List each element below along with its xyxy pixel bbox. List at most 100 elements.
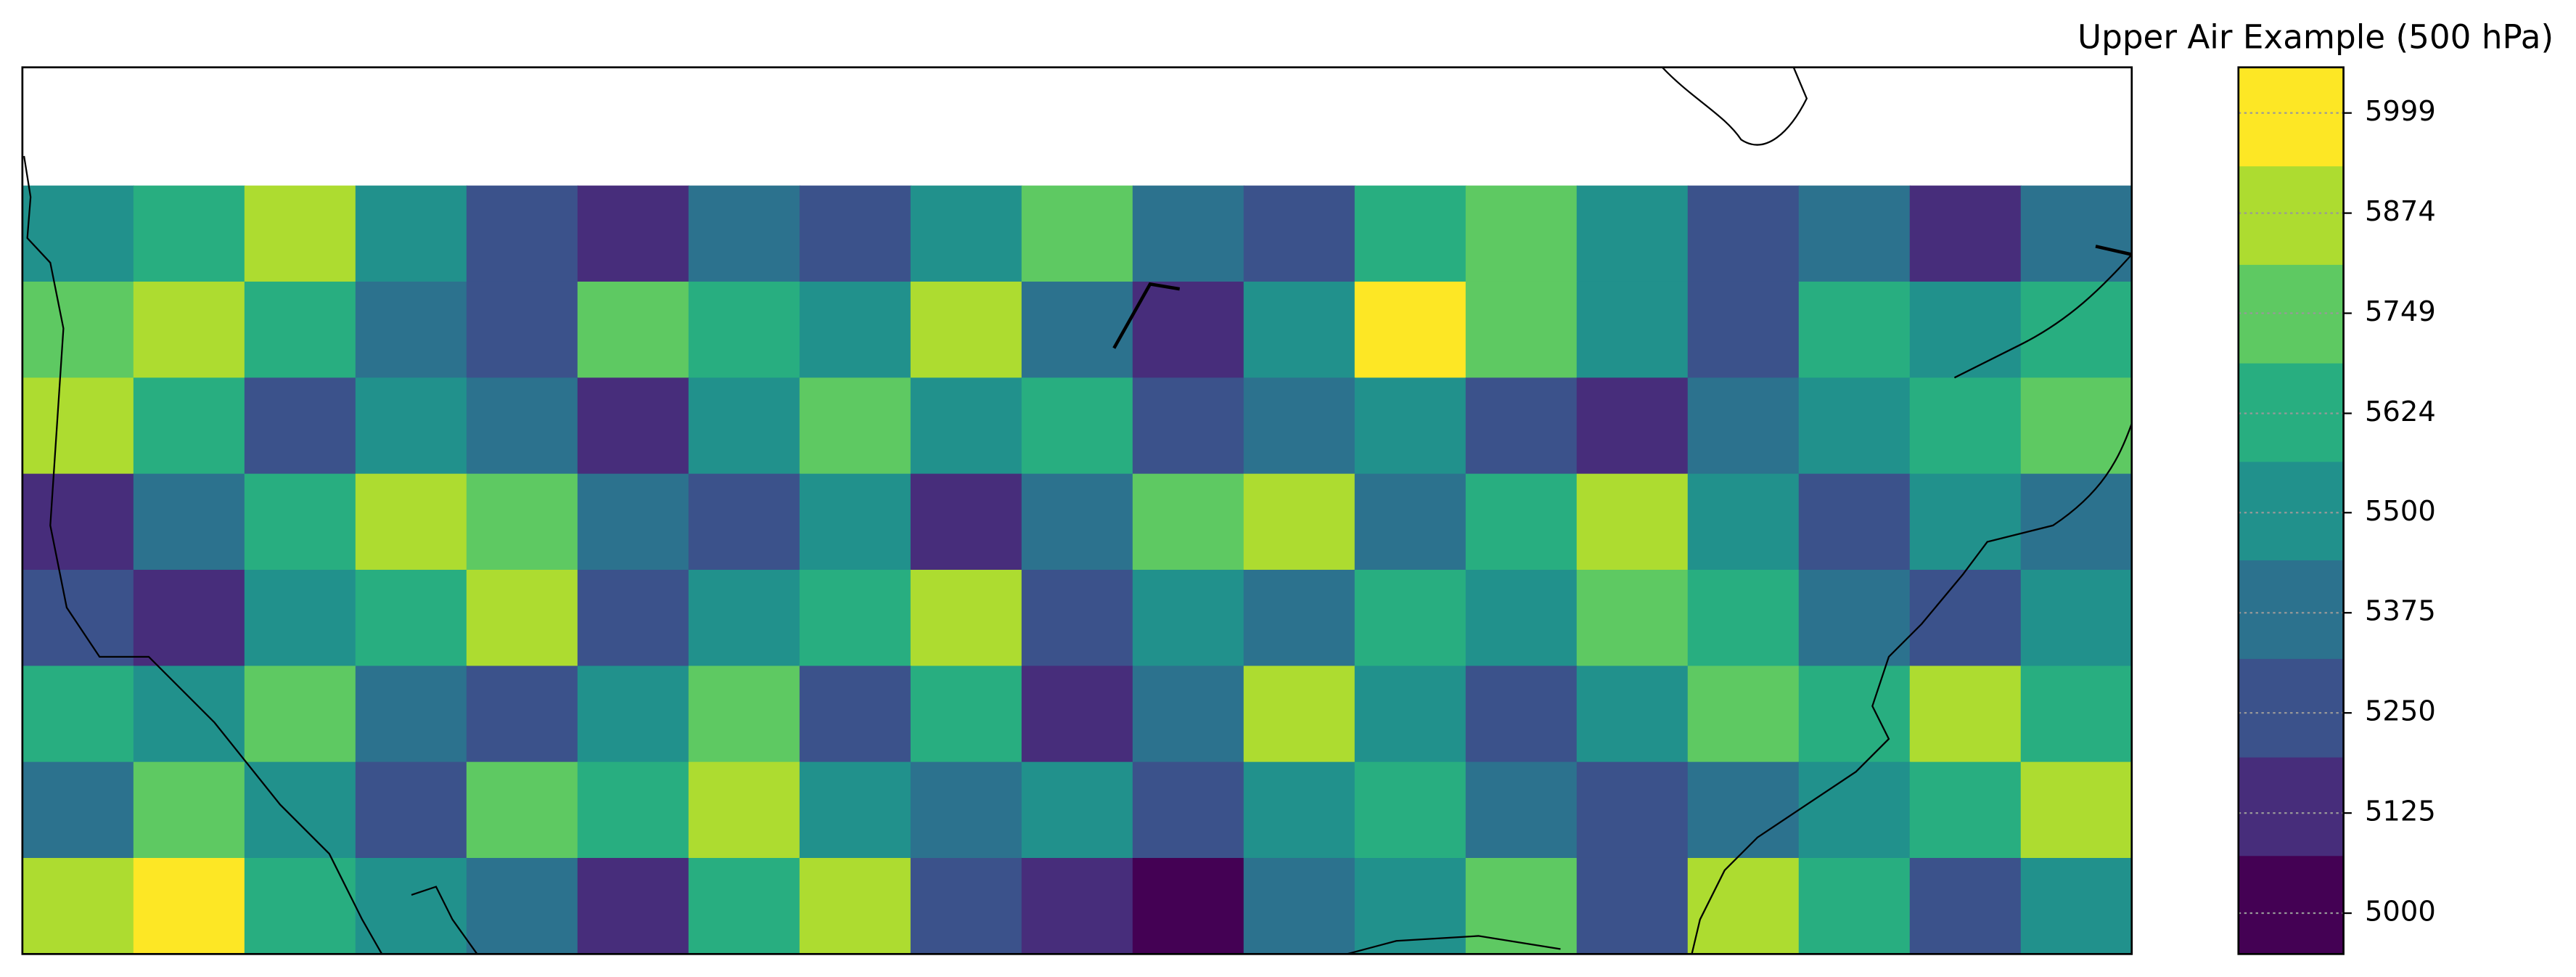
- colorbar-tick-label: 5250: [2365, 695, 2436, 728]
- contour-cell: [799, 281, 911, 379]
- contour-cell: [1687, 377, 1800, 475]
- contour-cell: [133, 666, 245, 763]
- contour-cell: [1687, 281, 1800, 379]
- contour-cell: [1465, 473, 1578, 571]
- colorbar-band: [2238, 756, 2344, 857]
- contour-cell: [244, 185, 356, 283]
- contour-cell: [1909, 281, 2022, 379]
- contour-cell: [688, 185, 800, 283]
- coastlines: [23, 66, 2133, 955]
- contour-cell: [910, 857, 1022, 955]
- contour-cell: [2020, 473, 2133, 571]
- contour-cell: [1576, 569, 1689, 667]
- contour-cell: [577, 857, 689, 955]
- contour-cell: [688, 857, 800, 955]
- colorbar-tick-label: 5874: [2365, 195, 2436, 228]
- chart-title: Upper Air Example (500 hPa): [2077, 17, 2554, 56]
- contour-cell: [1465, 377, 1578, 475]
- contour-cell: [1687, 473, 1800, 571]
- colorbar-band: [2238, 461, 2344, 561]
- contour-cell: [577, 761, 689, 859]
- contour-cell: [688, 666, 800, 763]
- contour-cell: [1354, 761, 1467, 859]
- contour-cell: [1687, 185, 1800, 283]
- colorbar-tick-label: 5500: [2365, 495, 2436, 528]
- contour-cell: [133, 857, 245, 955]
- contour-cell: [133, 569, 245, 667]
- contour-cell: [1798, 857, 1911, 955]
- contour-cell: [688, 569, 800, 667]
- contour-cell: [244, 281, 356, 379]
- contour-cell: [910, 473, 1022, 571]
- contour-cell: [2020, 569, 2133, 667]
- contour-cell: [1354, 666, 1467, 763]
- contour-cell: [22, 473, 134, 571]
- contour-cell: [1243, 857, 1355, 955]
- contour-cell: [910, 666, 1022, 763]
- colorbar-tick-label: 5749: [2365, 295, 2436, 328]
- contour-cell: [1798, 377, 1911, 475]
- contour-cell: [1132, 857, 1244, 955]
- contour-cell: [1354, 857, 1467, 955]
- contour-cell: [244, 569, 356, 667]
- contour-cell: [1354, 569, 1467, 667]
- contour-cell: [1465, 569, 1578, 667]
- contour-cell: [1798, 569, 1911, 667]
- colorbar-band: [2238, 560, 2344, 659]
- contour-cell: [133, 185, 245, 283]
- contour-cell: [466, 666, 578, 763]
- contour-cell: [910, 185, 1022, 283]
- contour-cell: [1243, 185, 1355, 283]
- contour-cell: [577, 281, 689, 379]
- colorbar-frame: [2237, 66, 2345, 955]
- contour-cell: [355, 185, 467, 283]
- contour-cell: [355, 377, 467, 475]
- contour-cell: [1465, 185, 1578, 283]
- colorbar-tick-label: 5125: [2365, 796, 2436, 828]
- contour-cell: [1798, 666, 1911, 763]
- contour-cell: [1465, 761, 1578, 859]
- contour-cell: [1021, 761, 1133, 859]
- contour-cell: [577, 185, 689, 283]
- contour-cell: [2020, 377, 2133, 475]
- contour-cell: [1576, 377, 1689, 475]
- contour-cell: [1021, 473, 1133, 571]
- contour-cell: [1798, 185, 1911, 283]
- contour-cell: [1354, 377, 1467, 475]
- contour-cell: [1687, 666, 1800, 763]
- contour-cell: [1465, 857, 1578, 955]
- contour-cell: [133, 281, 245, 379]
- contour-cell: [2020, 185, 2133, 283]
- contour-cell: [1021, 281, 1133, 379]
- contour-cell: [1132, 761, 1244, 859]
- contour-cell: [466, 569, 578, 667]
- contour-cell: [1243, 569, 1355, 667]
- contour-cell: [1576, 281, 1689, 379]
- contour-cell: [2020, 857, 2133, 955]
- contour-cell: [799, 185, 911, 283]
- contour-cell: [22, 857, 134, 955]
- contour-cell: [910, 377, 1022, 475]
- contour-cell: [1798, 473, 1911, 571]
- contour-cell: [22, 377, 134, 475]
- contour-cell: [1354, 473, 1467, 571]
- contour-cell: [22, 185, 134, 283]
- contour-cell: [688, 761, 800, 859]
- colorbar-band: [2238, 855, 2344, 955]
- contour-cell: [1909, 857, 2022, 955]
- contour-cell: [1243, 281, 1355, 379]
- contour-cell: [244, 473, 356, 571]
- colorbar-band: [2238, 67, 2344, 167]
- contour-cell: [1021, 377, 1133, 475]
- contour-cell: [355, 473, 467, 571]
- colorbar: 5000 5125 5250 5375 5500 5624 5749 5874 5999: [2238, 67, 2436, 955]
- contour-cell: [22, 569, 134, 667]
- contour-cell: [355, 569, 467, 667]
- colorbar-tick-label: 5624: [2365, 396, 2436, 428]
- contour-cell: [2020, 761, 2133, 859]
- contour-cell: [1132, 281, 1244, 379]
- contour-cell: [466, 761, 578, 859]
- contour-cell: [688, 281, 800, 379]
- contour-cell: [1465, 666, 1578, 763]
